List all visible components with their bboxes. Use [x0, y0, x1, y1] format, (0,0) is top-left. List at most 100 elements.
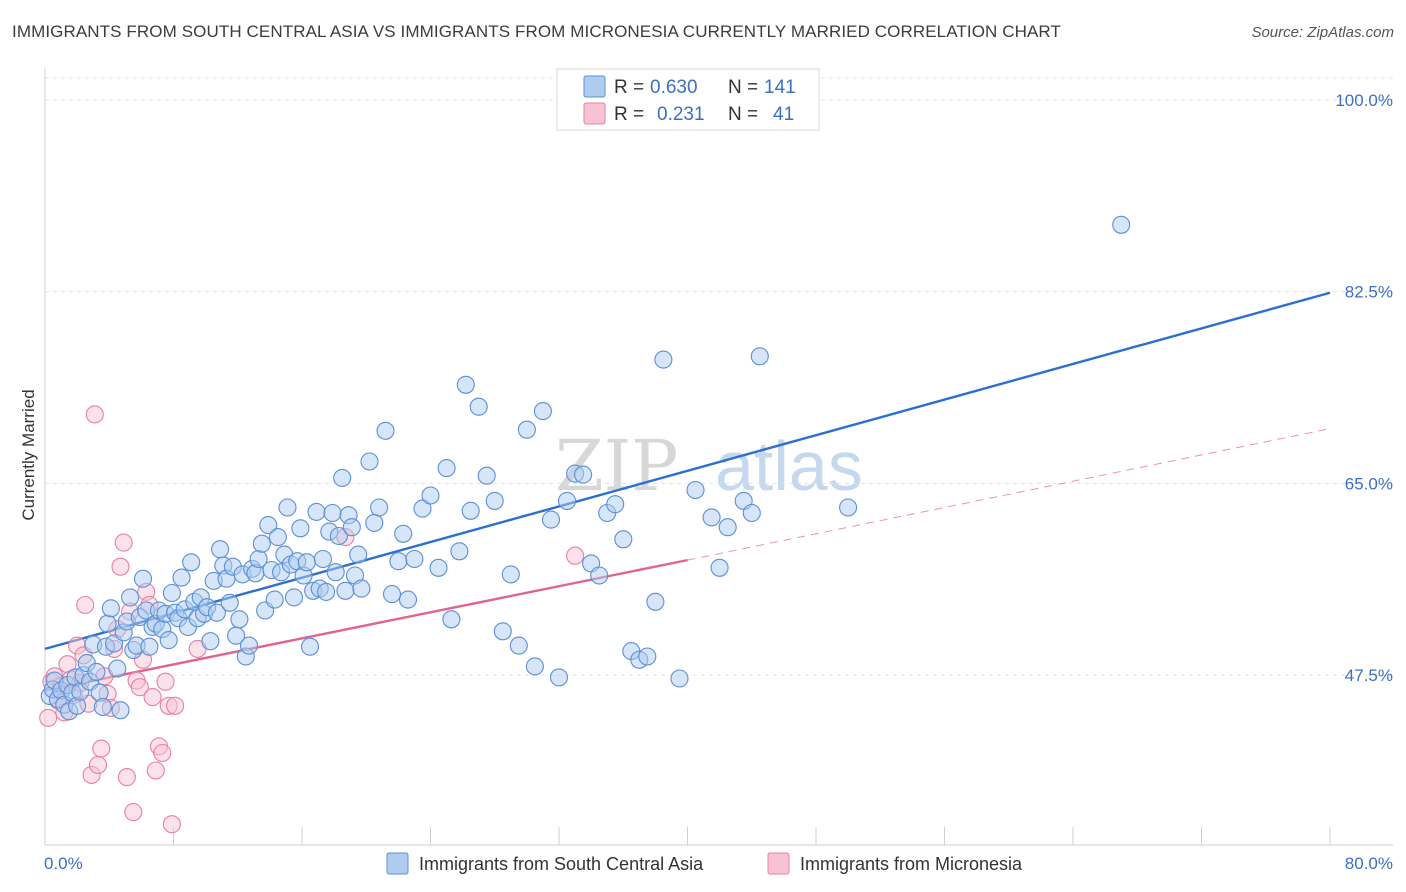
point-south-central-asia: [461, 501, 480, 520]
point-micronesia: [111, 557, 130, 576]
trend-lines: [44, 291, 1331, 692]
point-south-central-asia: [710, 558, 729, 577]
chart-title: IMMIGRANTS FROM SOUTH CENTRAL ASIA VS IM…: [12, 22, 1061, 41]
point-micronesia: [92, 739, 111, 758]
point-south-central-asia: [686, 480, 705, 500]
point-micronesia: [166, 696, 185, 715]
point-south-central-asia: [557, 491, 577, 510]
point-micronesia: [117, 768, 136, 787]
point-south-central-asia: [477, 466, 496, 485]
point-south-central-asia: [389, 552, 408, 571]
legend-swatch-pink: [583, 102, 606, 125]
point-south-central-asia: [93, 697, 112, 716]
point-south-central-asia: [376, 421, 395, 440]
point-south-central-asia: [349, 545, 368, 564]
y-tick-labels: 47.5% 65.0% 82.5% 100.0%: [1335, 91, 1393, 685]
point-south-central-asia: [839, 498, 858, 517]
point-south-central-asia: [220, 593, 239, 612]
point-south-central-asia: [336, 581, 355, 600]
point-south-central-asia: [525, 657, 544, 676]
point-south-central-asia: [450, 542, 469, 561]
legend-r-label: R =: [614, 77, 644, 98]
point-micronesia: [39, 708, 58, 727]
point-south-central-asia: [638, 647, 657, 666]
point-south-central-asia: [87, 662, 106, 681]
point-south-central-asia: [101, 599, 120, 618]
point-south-central-asia: [405, 549, 424, 569]
point-south-central-asia: [207, 603, 226, 622]
point-south-central-asia: [365, 513, 384, 532]
point-south-central-asia: [437, 459, 456, 478]
point-south-central-asia: [284, 588, 304, 607]
point-south-central-asia: [421, 486, 440, 505]
watermark-atlas: atlas: [715, 427, 863, 505]
point-south-central-asia: [300, 637, 320, 656]
point-south-central-asia: [742, 503, 761, 523]
point-south-central-asia: [326, 563, 345, 582]
point-south-central-asia: [501, 565, 520, 584]
point-micronesia: [156, 672, 175, 691]
point-south-central-asia: [140, 637, 159, 656]
point-south-central-asia: [111, 701, 130, 720]
point-south-central-asia: [670, 669, 689, 688]
point-south-central-asia: [382, 585, 402, 604]
point-south-central-asia: [493, 622, 512, 641]
point-south-central-asia: [268, 528, 287, 547]
point-south-central-asia: [646, 592, 665, 611]
point-south-central-asia: [230, 610, 249, 629]
trend-line-south-central-asia: [44, 291, 1331, 651]
legend-r-value: 0.231: [657, 104, 705, 125]
point-south-central-asia: [413, 499, 432, 518]
point-south-central-asia: [342, 518, 361, 537]
point-south-central-asia: [133, 569, 153, 588]
trend-line-micronesia-extension: [687, 428, 1331, 561]
point-micronesia: [76, 595, 95, 615]
point-south-central-asia: [469, 397, 488, 416]
point-micronesia: [85, 405, 104, 424]
point-south-central-asia: [307, 502, 326, 521]
point-micronesia: [146, 761, 165, 780]
point-south-central-asia: [121, 588, 140, 607]
legend-swatch-blue: [583, 75, 606, 98]
point-south-central-asia: [323, 503, 342, 523]
point-micronesia: [130, 678, 149, 697]
x-tick-label-min: 0.0%: [44, 854, 83, 873]
point-south-central-asia: [509, 636, 528, 655]
legend-n-value: 141: [764, 77, 796, 98]
series-legend: Immigrants from South Central Asia Immig…: [386, 852, 1023, 875]
bottom-legend-label: Immigrants from South Central Asia: [419, 854, 704, 874]
point-south-central-asia: [370, 498, 389, 517]
y-tick-label: 47.5%: [1345, 666, 1393, 685]
point-south-central-asia: [98, 614, 117, 633]
legend-r-value: 0.630: [650, 77, 698, 98]
point-south-central-asia: [442, 610, 461, 629]
point-south-central-asia: [333, 468, 352, 487]
point-south-central-asia: [278, 498, 297, 517]
point-south-central-asia: [201, 632, 220, 651]
point-south-central-asia: [485, 491, 504, 510]
bottom-legend-swatch-blue: [386, 852, 409, 875]
point-south-central-asia: [702, 508, 721, 527]
point-south-central-asia: [329, 526, 348, 546]
legend-n-label: N =: [728, 104, 758, 125]
point-south-central-asia: [239, 636, 259, 655]
stats-legend: R = 0.630 N = 141 R = 0.231 N = 41: [556, 68, 820, 131]
point-south-central-asia: [360, 452, 379, 471]
point-micronesia: [143, 688, 162, 707]
legend-n-value: 41: [773, 104, 794, 125]
legend-n-label: N =: [728, 77, 758, 98]
x-tick-label-max: 80.0%: [1345, 854, 1393, 873]
point-south-central-asia: [654, 350, 673, 369]
point-south-central-asia: [159, 631, 178, 650]
point-south-central-asia: [394, 524, 413, 543]
point-south-central-asia: [259, 516, 278, 535]
point-south-central-asia: [574, 465, 593, 484]
point-micronesia: [124, 803, 143, 822]
point-micronesia: [162, 815, 181, 834]
point-south-central-asia: [313, 549, 332, 569]
point-south-central-asia: [750, 347, 769, 366]
point-micronesia: [88, 755, 108, 775]
point-south-central-asia: [718, 518, 737, 537]
point-micronesia: [566, 546, 585, 565]
point-micronesia: [114, 533, 133, 552]
